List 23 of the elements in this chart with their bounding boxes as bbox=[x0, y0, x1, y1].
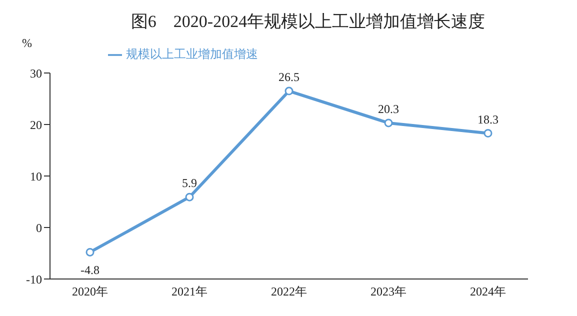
y-axis-title: % bbox=[22, 36, 32, 51]
data-label: 5.9 bbox=[182, 176, 197, 190]
data-label: 18.3 bbox=[478, 112, 498, 126]
x-tick-label: 2022年 bbox=[271, 284, 307, 299]
point bbox=[384, 118, 393, 128]
x-tick-label: 2024年 bbox=[470, 284, 506, 299]
x-tick-label: 2020年 bbox=[72, 284, 108, 299]
legend-label: 规模以上工业增加值增速 bbox=[126, 47, 258, 61]
y-tick-label: 20 bbox=[30, 118, 42, 132]
point bbox=[484, 129, 492, 138]
y-tick-label: -10 bbox=[26, 272, 42, 286]
data-label: -4.8 bbox=[80, 263, 100, 278]
y-tick-label: 30 bbox=[30, 66, 42, 80]
point bbox=[86, 248, 94, 256]
y-tick-label: 10 bbox=[30, 169, 42, 184]
point bbox=[185, 192, 194, 202]
data-label: 20.3 bbox=[378, 102, 399, 116]
x-tick-label: 2023年 bbox=[370, 284, 406, 299]
data-label: 26.5 bbox=[278, 70, 300, 84]
chart-title: 图6 2020-2024年规模以上工业增加值增长速度 bbox=[130, 11, 486, 33]
point bbox=[284, 86, 294, 96]
y-tick-label: 0 bbox=[36, 220, 42, 235]
x-tick-label: 2021年 bbox=[172, 284, 208, 299]
